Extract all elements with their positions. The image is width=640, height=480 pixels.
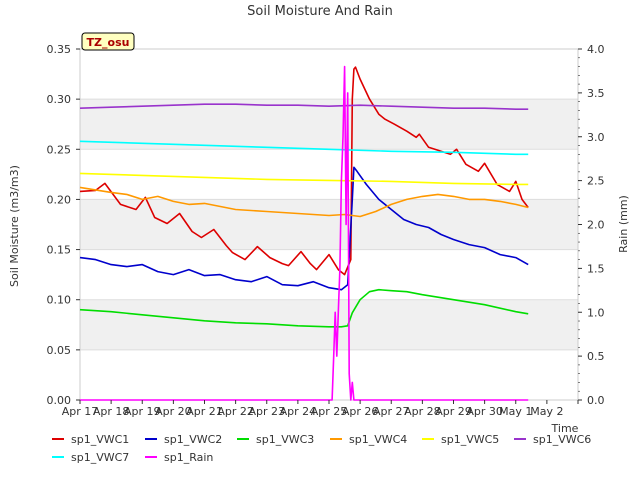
y-axis-label: Soil Moisture (m3/m3): [8, 165, 21, 287]
site-badge: TZ_osu: [81, 32, 135, 51]
series-line-sp1-vwc1: [79, 66, 529, 276]
y-tick-label: 0.00: [47, 394, 72, 407]
legend-label-sp1-rain: sp1_Rain: [164, 451, 213, 464]
legend-label-sp1-vwc3: sp1_VWC3: [256, 433, 314, 446]
y-tick-label: 0.05: [47, 344, 72, 357]
legend-label-sp1-vwc2: sp1_VWC2: [164, 433, 222, 446]
legend-label-sp1-vwc5: sp1_VWC5: [441, 433, 499, 446]
series-line-sp1-vwc6: [79, 103, 529, 110]
legend: sp1_VWC1 sp1_VWC2 sp1_VWC3 sp1_VWC4 sp1_VWC5…: [52, 433, 591, 464]
grid-band: [80, 299, 578, 350]
y-axis: 0.00 0.05 0.10 0.15 0.20 0.25 0.30 0.35: [47, 43, 80, 407]
chart-title: Soil Moisture And Rain: [247, 4, 393, 19]
y2-tick-label: 4.0: [587, 43, 605, 56]
x-tick-label: May 1: [499, 405, 532, 418]
x-tick-label: Apr 27: [373, 405, 410, 418]
y2-tick-label: 3.5: [587, 87, 605, 100]
y-tick-label: 0.35: [47, 43, 72, 56]
y-tick-label: 0.10: [47, 294, 72, 307]
y-tick-label: 0.25: [47, 143, 72, 156]
x-tick-label: Apr 19: [124, 405, 161, 418]
x-tick-label: Apr 20: [155, 405, 192, 418]
series-line-sp1-vwc5: [79, 172, 529, 186]
y2-axis: 0.0 0.5 1.0 1.5 2.0 2.5 3.0 3.5 4.0: [578, 43, 605, 407]
x-tick-label: Apr 30: [466, 405, 503, 418]
series-line-sp1-vwc2: [79, 166, 529, 291]
grid-band: [80, 99, 578, 150]
x-tick-label: Apr 29: [435, 405, 472, 418]
x-tick-label: Apr 25: [311, 405, 348, 418]
y-tick-label: 0.20: [47, 193, 72, 206]
x-tick-label: Apr 24: [280, 405, 317, 418]
x-tick-label: Apr 17: [62, 405, 99, 418]
legend-label-sp1-vwc4: sp1_VWC4: [349, 433, 407, 446]
site-badge-box: [81, 32, 135, 51]
y2-tick-label: 0.0: [587, 394, 605, 407]
y2-tick-label: 3.0: [587, 131, 605, 144]
y-tick-label: 0.15: [47, 244, 72, 257]
series-line-sp1-rain: [80, 65, 529, 401]
x-tick-label: Apr 23: [248, 405, 285, 418]
y2-tick-label: 0.5: [587, 350, 605, 363]
x-tick-label: Apr 26: [342, 405, 379, 418]
y2-tick-label: 2.0: [587, 219, 605, 232]
x-tick-label: Apr 21: [186, 405, 223, 418]
grid-band: [80, 199, 578, 250]
y-tick-label: 0.30: [47, 93, 72, 106]
x-tick-label: Apr 28: [404, 405, 441, 418]
legend-label-sp1-vwc7: sp1_VWC7: [71, 451, 129, 464]
legend-label-sp1-vwc1: sp1_VWC1: [71, 433, 129, 446]
y2-tick-label: 1.5: [587, 262, 605, 275]
y2-axis-label: Rain (mm): [617, 195, 630, 253]
site-badge-text: TZ_osu: [87, 36, 130, 49]
series-layer: [79, 65, 529, 401]
series-line-sp1-vwc4: [79, 186, 529, 218]
x-tick-label: Apr 18: [93, 405, 130, 418]
x-tick-label: May 2: [530, 405, 563, 418]
series-line-sp1-vwc7: [79, 140, 529, 156]
x-tick-label: Apr 22: [217, 405, 254, 418]
y2-tick-label: 1.0: [587, 306, 605, 319]
series-line-sp1-vwc3: [79, 288, 529, 328]
x-axis-label: Time: [551, 422, 579, 435]
legend-label-sp1-vwc6: sp1_VWC6: [533, 433, 591, 446]
y2-tick-label: 2.5: [587, 175, 605, 188]
background-bands: [80, 98, 578, 351]
